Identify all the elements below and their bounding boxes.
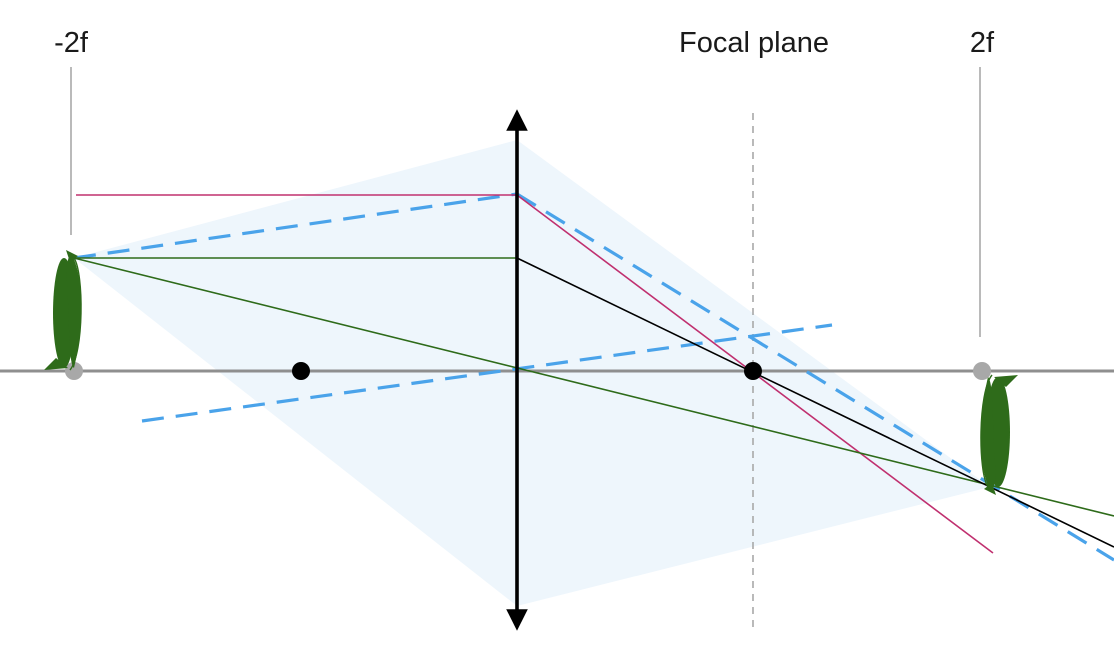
ray-green-through-center [73, 257, 1114, 517]
neg-2f-label: -2f [54, 27, 89, 59]
focal-point-right [744, 362, 762, 380]
ray-dashed-parallel-through-center [141, 323, 833, 423]
image-base-point [973, 362, 991, 380]
ray-dashed-object-to-lens-top [73, 192, 518, 260]
pos-2f-label: 2f [970, 27, 995, 59]
penguin-icon [44, 250, 82, 371]
inverted-penguin-icon [980, 374, 1018, 495]
light-cone [74, 140, 990, 606]
ray-black-through-focus [516, 257, 1114, 548]
object-base-point [65, 362, 83, 380]
focal-point-left [292, 362, 310, 380]
focal-plane-label: Focal plane [679, 27, 829, 59]
